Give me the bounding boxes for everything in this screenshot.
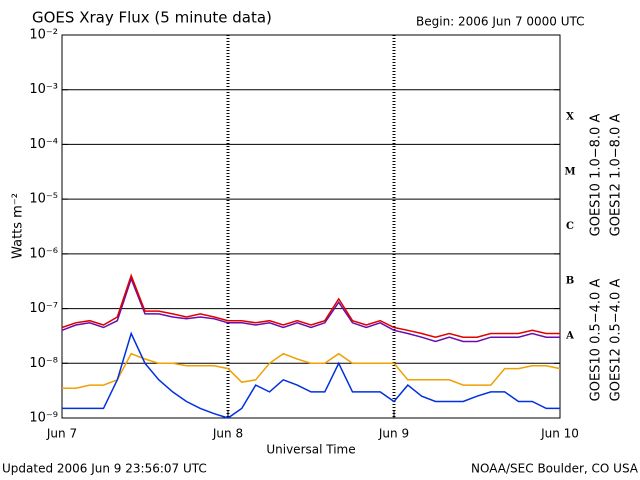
footer-right: NOAA/SEC Boulder, CO USA (471, 462, 639, 476)
chart-subtitle: Begin: 2006 Jun 7 0000 UTC (416, 15, 585, 29)
x-tick-label: Jun 7 (46, 427, 77, 441)
legend-entry: GOES10 0.5−4.0 A (589, 279, 604, 402)
y-tick-label: 10⁻⁴ (29, 137, 58, 152)
x-axis-label: Universal Time (266, 443, 355, 457)
x-tick-label: Jun 8 (212, 427, 243, 441)
flare-class-label: X (566, 112, 574, 123)
flare-class-label: C (566, 221, 574, 232)
flare-class-label: B (566, 276, 574, 287)
chart-title: GOES Xray Flux (5 minute data) (32, 9, 272, 27)
y-tick-label: 10⁻² (29, 28, 58, 43)
legend-entry: GOES12 0.5−4.0 A (609, 279, 624, 402)
y-tick-label: 10⁻⁹ (29, 411, 58, 426)
flare-class-label: A (565, 330, 574, 341)
y-tick-label: 10⁻⁵ (29, 192, 58, 207)
x-tick-label: Jun 10 (540, 427, 579, 441)
y-tick-label: 10⁻⁶ (29, 246, 58, 261)
y-tick-label: 10⁻³ (29, 82, 58, 97)
footer-left: Updated 2006 Jun 9 23:56:07 UTC (2, 462, 207, 476)
y-tick-label: 10⁻⁷ (29, 301, 58, 316)
x-tick-label: Jun 9 (378, 427, 409, 441)
flare-class-label: M (564, 166, 575, 177)
y-axis-label: Watts m⁻² (11, 193, 26, 259)
legend-entry: GOES12 1.0−8.0 A (609, 114, 624, 237)
series-line (62, 331, 560, 419)
legend-entry: GOES10 1.0−8.0 A (589, 114, 604, 237)
series-line (61, 273, 560, 338)
plot-frame (61, 34, 561, 419)
series-line (62, 352, 561, 389)
y-tick-label: 10⁻⁸ (29, 356, 58, 371)
series-line (61, 276, 560, 343)
